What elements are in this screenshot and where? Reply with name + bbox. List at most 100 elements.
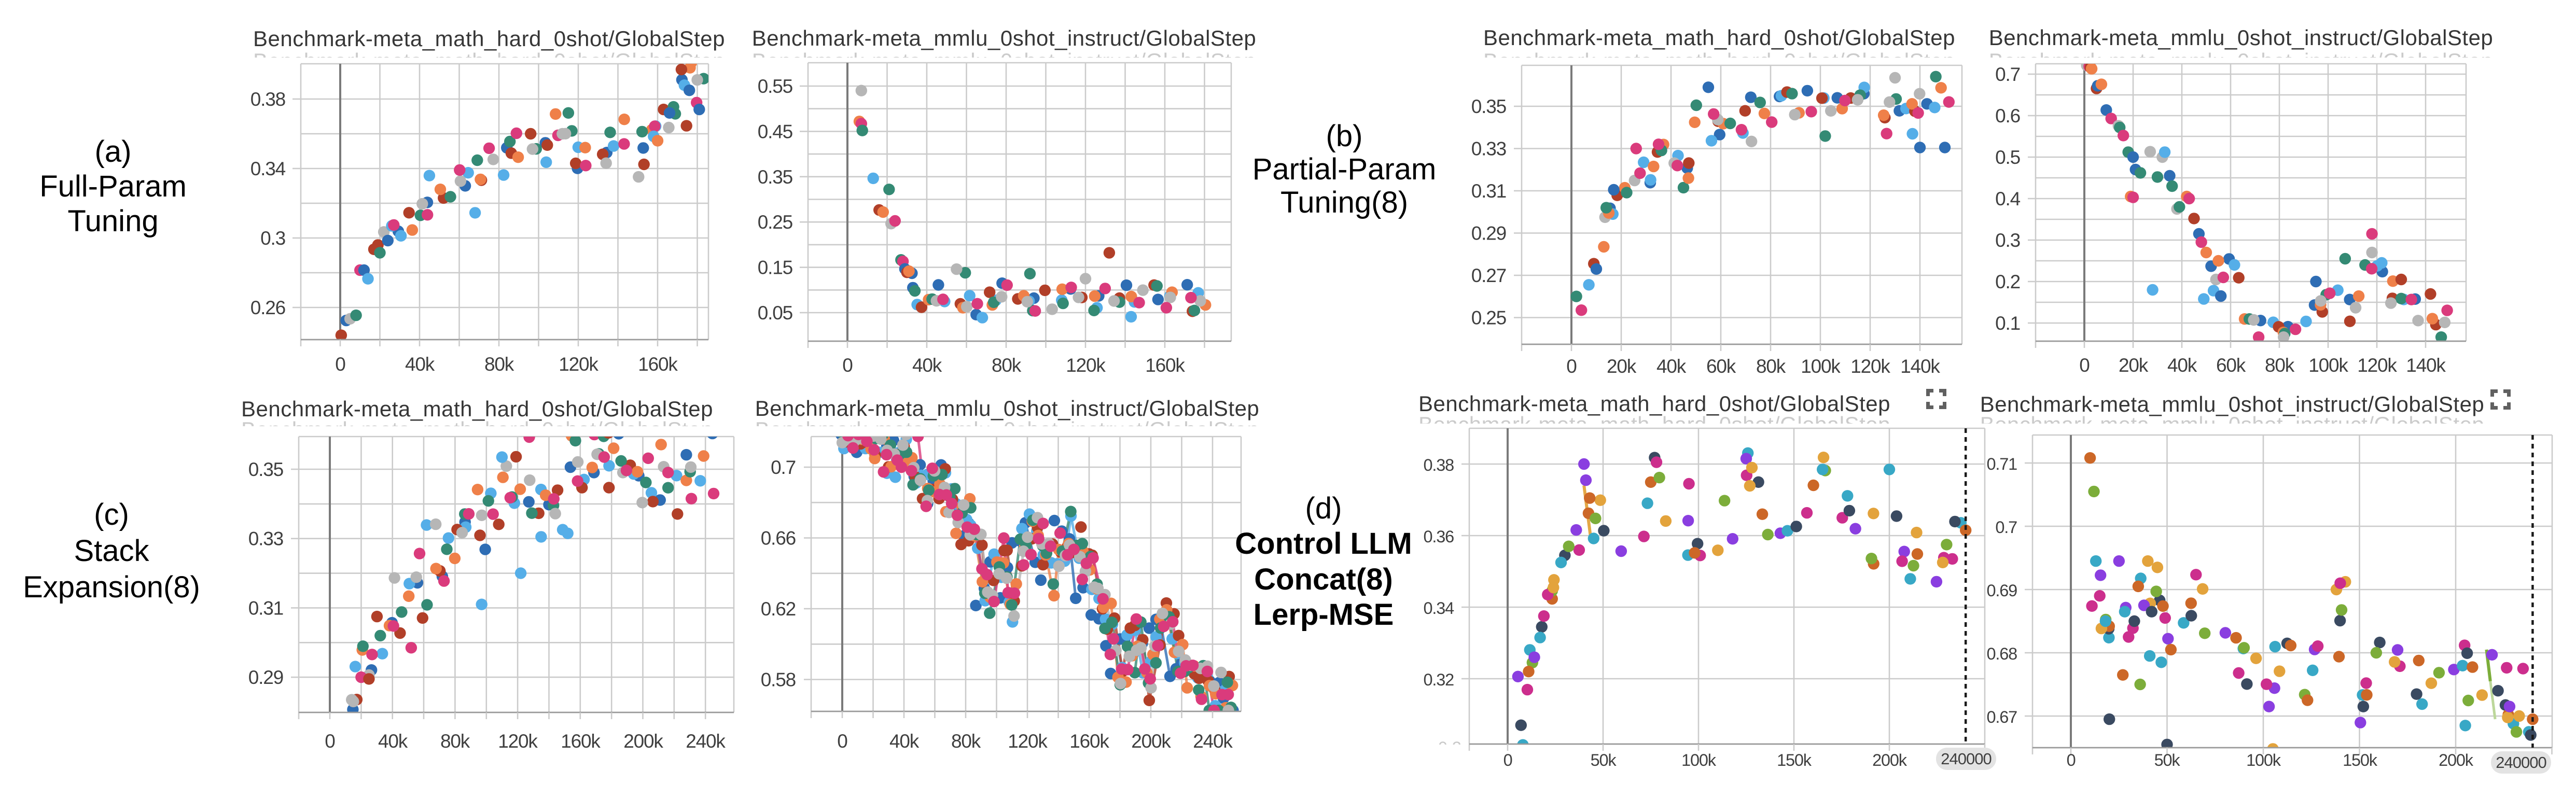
svg-text:Expansion(8): Expansion(8) (23, 570, 200, 604)
svg-text:0.29: 0.29 (248, 667, 283, 688)
svg-text:Benchmark-meta_mmlu_0shot_inst: Benchmark-meta_mmlu_0shot_instruct/Globa… (1980, 412, 2485, 437)
svg-text:200k: 200k (1872, 751, 1907, 769)
svg-text:0.38: 0.38 (250, 89, 285, 110)
svg-text:0.31: 0.31 (1471, 180, 1506, 202)
svg-text:0: 0 (842, 355, 853, 376)
svg-text:120k: 120k (1066, 355, 1106, 376)
svg-text:Benchmark-meta_mmlu_0shot_inst: Benchmark-meta_mmlu_0shot_instruct/Globa… (752, 49, 1257, 73)
svg-text:0: 0 (1566, 356, 1577, 377)
svg-text:160k: 160k (1145, 355, 1185, 376)
svg-text:0.4: 0.4 (1995, 188, 2020, 209)
svg-text:Benchmark-meta_mmlu_0shot_inst: Benchmark-meta_mmlu_0shot_instruct/Globa… (755, 417, 1260, 442)
svg-text:0.34: 0.34 (250, 158, 286, 179)
svg-text:0.38: 0.38 (1424, 456, 1454, 474)
svg-text:0.2: 0.2 (1995, 271, 2020, 292)
svg-text:120k: 120k (1850, 356, 1890, 377)
svg-text:120k: 120k (1008, 731, 1048, 752)
svg-text:Full-Param: Full-Param (39, 170, 187, 203)
svg-text:Benchmark-meta_math_hard_0shot: Benchmark-meta_math_hard_0shot/GlobalSte… (253, 26, 725, 51)
svg-text:100k: 100k (2246, 751, 2281, 769)
svg-text:0.05: 0.05 (758, 302, 793, 324)
svg-text:40k: 40k (405, 354, 435, 375)
svg-text:Benchmark-meta_math_hard_0shot: Benchmark-meta_math_hard_0shot/GlobalSte… (241, 397, 713, 421)
svg-text:Tuning: Tuning (67, 204, 158, 238)
svg-text:0: 0 (2067, 751, 2076, 769)
svg-text:0.3: 0.3 (260, 228, 285, 249)
svg-text:160k: 160k (1069, 731, 1109, 752)
svg-text:Control LLM: Control LLM (1235, 527, 1412, 560)
svg-text:Benchmark-meta_mmlu_0shot_inst: Benchmark-meta_mmlu_0shot_instruct/Globa… (1989, 49, 2494, 73)
svg-text:140k: 140k (2406, 355, 2446, 376)
svg-text:100k: 100k (2308, 355, 2348, 376)
svg-text:Benchmark-meta_mmlu_0shot_inst: Benchmark-meta_mmlu_0shot_instruct/Globa… (755, 396, 1260, 420)
svg-text:80k: 80k (1756, 356, 1786, 377)
svg-text:160k: 160k (638, 354, 678, 375)
svg-text:100k: 100k (1801, 356, 1841, 377)
svg-text:50k: 50k (1591, 751, 1617, 769)
svg-text:200k: 200k (1131, 731, 1171, 752)
svg-text:20k: 20k (1607, 356, 1637, 377)
svg-text:80k: 80k (2265, 355, 2295, 376)
svg-text:40k: 40k (378, 731, 408, 752)
svg-text:(c): (c) (94, 498, 129, 531)
svg-text:Partial-Param: Partial-Param (1252, 152, 1437, 186)
svg-text:80k: 80k (951, 731, 981, 752)
svg-text:Benchmark-meta_math_hard_0shot: Benchmark-meta_math_hard_0shot/GlobalSte… (1418, 391, 1890, 416)
svg-text:0.33: 0.33 (248, 528, 283, 550)
svg-text:0.45: 0.45 (758, 121, 793, 142)
svg-text:0.7: 0.7 (1995, 64, 2020, 85)
svg-text:0.71: 0.71 (1987, 455, 2017, 473)
svg-text:0: 0 (325, 731, 335, 752)
svg-text:0.26: 0.26 (250, 297, 285, 318)
svg-text:0: 0 (2079, 355, 2090, 376)
svg-text:Benchmark-meta_math_hard_0shot: Benchmark-meta_math_hard_0shot/GlobalSte… (1483, 49, 1955, 73)
svg-text:Lerp-MSE: Lerp-MSE (1254, 598, 1394, 632)
svg-text:80k: 80k (440, 731, 470, 752)
svg-text:Benchmark-meta_math_hard_0shot: Benchmark-meta_math_hard_0shot/GlobalSte… (241, 417, 713, 442)
svg-text:Benchmark-meta_math_hard_0shot: Benchmark-meta_math_hard_0shot/GlobalSte… (1418, 412, 1890, 437)
svg-text:240000: 240000 (2496, 753, 2546, 772)
svg-text:0.25: 0.25 (1471, 307, 1507, 329)
svg-text:40k: 40k (889, 731, 920, 752)
svg-text:0.68: 0.68 (1987, 644, 2017, 663)
svg-text:Concat(8): Concat(8) (1254, 563, 1393, 596)
svg-text:80k: 80k (484, 354, 514, 375)
svg-text:0.35: 0.35 (248, 459, 284, 480)
svg-text:0.6: 0.6 (1995, 105, 2020, 127)
svg-text:140k: 140k (1900, 356, 1940, 377)
svg-text:0.27: 0.27 (1471, 265, 1506, 286)
svg-text:0.66: 0.66 (761, 528, 796, 549)
svg-text:0.55: 0.55 (758, 76, 793, 97)
svg-text:40k: 40k (912, 355, 942, 376)
svg-text:120k: 120k (559, 354, 598, 375)
svg-text:0.67: 0.67 (1987, 708, 2017, 726)
svg-text:0: 0 (335, 354, 345, 375)
svg-text:0.35: 0.35 (758, 166, 793, 188)
svg-text:0.7: 0.7 (771, 457, 796, 478)
svg-text:Stack: Stack (74, 534, 149, 568)
svg-text:Benchmark-meta_math_hard_0shot: Benchmark-meta_math_hard_0shot/GlobalSte… (253, 49, 725, 73)
svg-text:240000: 240000 (1941, 750, 1992, 768)
svg-text:0.7: 0.7 (1995, 518, 2017, 537)
svg-text:120k: 120k (2357, 355, 2397, 376)
svg-text:240k: 240k (1193, 731, 1233, 752)
svg-text:0.1: 0.1 (1995, 313, 2020, 334)
svg-text:(b): (b) (1326, 119, 1363, 153)
svg-text:0.58: 0.58 (761, 669, 796, 691)
svg-text:60k: 60k (2216, 355, 2246, 376)
svg-text:150k: 150k (2343, 751, 2378, 769)
svg-text:Tuning(8): Tuning(8) (1280, 186, 1408, 219)
svg-text:(a): (a) (95, 135, 132, 169)
svg-text:0.32: 0.32 (1424, 670, 1454, 689)
svg-text:200k: 200k (623, 731, 663, 752)
svg-text:0.31: 0.31 (248, 597, 283, 619)
svg-text:(d): (d) (1305, 492, 1342, 525)
svg-text:0.62: 0.62 (761, 598, 796, 620)
svg-text:0.5: 0.5 (1995, 147, 2020, 168)
svg-text:0.69: 0.69 (1987, 581, 2017, 600)
svg-text:0.35: 0.35 (1471, 96, 1507, 117)
svg-text:0.29: 0.29 (1471, 223, 1506, 244)
svg-text:80k: 80k (992, 355, 1022, 376)
svg-text:0.25: 0.25 (758, 212, 793, 233)
svg-text:20k: 20k (2119, 355, 2149, 376)
